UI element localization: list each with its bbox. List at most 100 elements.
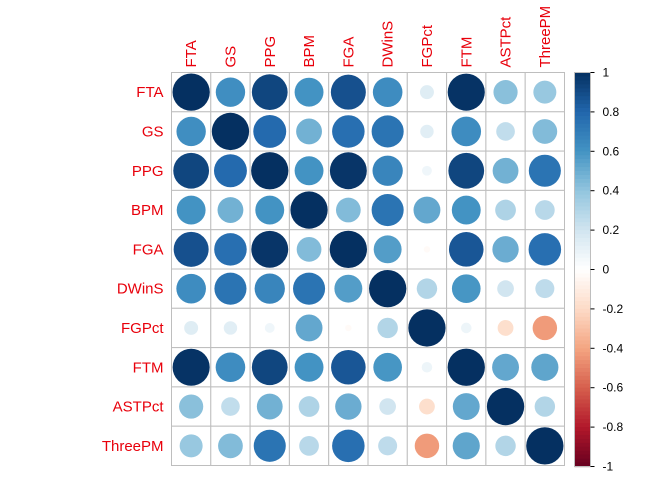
correlation-circle-FTA-BPM [294, 77, 324, 107]
correlation-circle-DWinS-FTA [176, 273, 206, 304]
color-legend-segment [574, 107, 591, 113]
column-label-BPM: BPM [301, 35, 318, 68]
color-legend-segment [574, 147, 591, 152]
matrix-cell [288, 111, 330, 152]
color-legend-segment [574, 155, 591, 160]
color-legend-segment [574, 261, 591, 267]
row-label-PPG: PPG [132, 163, 164, 180]
column-label-FGPct: FGPct [419, 24, 436, 67]
color-legend-tick-label: 0.4 [603, 184, 620, 198]
correlation-circle-PPG-FGA [329, 152, 367, 190]
correlation-circle-FTM-FTA [172, 348, 210, 386]
correlation-circle-DWinS-BPM [293, 272, 326, 305]
color-legend-segment [574, 352, 591, 357]
color-legend-segment [574, 269, 591, 275]
color-legend-segment [574, 462, 591, 468]
color-legend-segment [574, 96, 591, 101]
color-legend-segment [574, 167, 591, 172]
correlation-circle-ThreePM-ASTPct [495, 435, 516, 457]
color-legend-segment [574, 399, 591, 405]
color-legend-segment [574, 301, 591, 306]
correlation-circle-PPG-FGPct [422, 165, 432, 176]
column-label-DWinS: DWinS [380, 21, 397, 68]
row-label-DWinS: DWinS [117, 281, 164, 298]
color-legend-segment [574, 88, 591, 93]
color-legend-segment [574, 135, 591, 141]
correlation-circle-PPG-ASTPct [492, 157, 519, 184]
color-legend-segment [574, 171, 591, 176]
correlation-circle-ThreePM-PPG [253, 429, 286, 462]
row-label-GS: GS [142, 123, 164, 140]
correlation-circle-ASTPct-FTA [179, 394, 204, 419]
correlation-circle-ASTPct-FGPct [419, 398, 435, 415]
correlation-circle-PPG-PPG [251, 152, 289, 190]
color-legend-tick-label: -0.6 [603, 381, 624, 395]
color-legend-segment [574, 297, 591, 302]
correlation-circle-GS-DWinS [371, 115, 404, 148]
correlation-circle-DWinS-PPG [254, 273, 285, 304]
correlation-circle-DWinS-ThreePM [535, 279, 555, 299]
column-label-GS: GS [222, 46, 239, 68]
color-legend-segment [574, 214, 591, 219]
color-legend-segment [574, 202, 591, 208]
correlation-circle-FTM-ThreePM [531, 353, 559, 381]
color-legend-tick-label: -0.2 [603, 302, 624, 316]
color-legend-tick-label: 0.2 [603, 223, 620, 237]
correlation-circle-FTA-GS [215, 77, 246, 107]
correlation-circle-BPM-ASTPct [495, 199, 516, 221]
color-legend-segment [574, 249, 591, 255]
color-legend-segment [574, 230, 591, 235]
color-legend-segment [574, 115, 591, 121]
color-legend-segment [574, 383, 591, 389]
color-legend-segment [574, 320, 591, 326]
color-legend-segment [574, 356, 591, 361]
color-legend-segment [574, 364, 591, 369]
color-legend-segment [574, 273, 591, 278]
color-legend-segment [574, 312, 591, 318]
color-legend-segment [574, 387, 591, 393]
color-legend-segment [574, 119, 591, 125]
correlation-circle-ThreePM-FGA [332, 429, 365, 463]
color-legend-segment [574, 257, 591, 263]
color-legend-segment [574, 194, 591, 200]
correlation-circle-FGPct-GS [223, 321, 238, 335]
color-legend-segment [574, 419, 591, 424]
correlation-circle-ASTPct-PPG [256, 393, 283, 420]
correlation-circle-FTM-FTM [447, 348, 485, 386]
correlation-circle-BPM-ThreePM [534, 200, 555, 220]
color-legend-segment [574, 174, 591, 180]
color-legend-segment [574, 218, 591, 223]
correlation-circle-FGA-PPG [251, 230, 289, 268]
correlation-circle-ASTPct-ThreePM [534, 396, 556, 417]
color-legend-segment [574, 423, 591, 428]
color-legend-segment [574, 127, 591, 133]
color-legend-segment [574, 293, 591, 298]
color-legend-tick-label: 1 [603, 66, 610, 80]
correlation-circle-PPG-ThreePM [528, 154, 561, 187]
color-legend: 1 0.8 0.6 0.4 0.2 0 -0.2 -0.4 -0.6 -0.8 -1 [574, 66, 624, 474]
color-legend-segment [574, 332, 591, 338]
color-legend-segment [574, 206, 591, 211]
correlation-circle-PPG-FTM [448, 152, 485, 189]
color-legend-segment [574, 442, 591, 448]
color-legend-segment [574, 80, 591, 85]
correlation-circle-PPG-GS [213, 154, 247, 188]
correlation-circle-ThreePM-DWinS [378, 436, 398, 456]
correlation-circle-FGA-FGA [329, 230, 367, 268]
column-label-FTM: FTM [458, 37, 475, 68]
color-legend-segment [574, 304, 591, 310]
correlation-circle-GS-PPG [253, 114, 287, 148]
correlation-circle-ThreePM-BPM [299, 435, 319, 456]
color-legend-segment [574, 403, 591, 408]
color-legend-segment [574, 186, 591, 192]
color-legend-segment [574, 427, 591, 432]
row-label-FTA: FTA [136, 84, 163, 101]
correlation-circle-FGA-ThreePM [528, 233, 562, 266]
color-legend-segment [574, 241, 591, 247]
color-legend-segment [574, 446, 591, 452]
correlation-circle-BPM-DWinS [371, 194, 404, 227]
color-legend-segment [574, 336, 591, 342]
correlation-circle-PPG-DWinS [372, 155, 403, 186]
row-label-BPM: BPM [131, 202, 164, 219]
